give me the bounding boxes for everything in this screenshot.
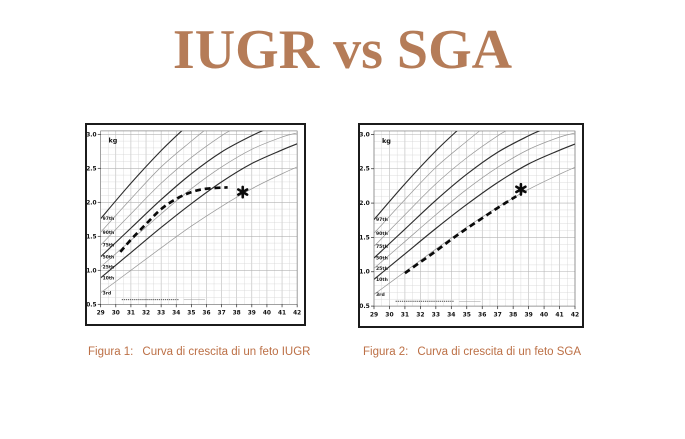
svg-text:42: 42 bbox=[571, 312, 579, 319]
svg-text:30: 30 bbox=[112, 311, 120, 317]
svg-text:38: 38 bbox=[233, 311, 241, 317]
figure-2-caption-label: Figura 2: bbox=[363, 346, 409, 358]
svg-text:3rd: 3rd bbox=[376, 292, 385, 298]
svg-text:1.0: 1.0 bbox=[360, 269, 370, 276]
growth-chart-iugr: 97th 90th 75th 50th 25th 10th 3rd 0.5 1.0 1.5 2.0 2… bbox=[87, 130, 301, 317]
figure-2-caption: Figura 2: Curva di crescita di un feto SG… bbox=[363, 345, 581, 359]
svg-text:41: 41 bbox=[555, 312, 563, 319]
svg-text:50th: 50th bbox=[376, 256, 388, 262]
svg-text:35: 35 bbox=[463, 312, 471, 319]
svg-text:31: 31 bbox=[401, 312, 409, 319]
svg-text:kg: kg bbox=[109, 137, 118, 145]
figure-1-caption-label: Figura 1: bbox=[88, 346, 134, 358]
figure-1-caption: Figura 1: Curva di crescita di un feto IU… bbox=[88, 345, 310, 359]
svg-text:0.5: 0.5 bbox=[87, 302, 97, 308]
svg-text:36: 36 bbox=[478, 312, 486, 319]
svg-text:38: 38 bbox=[509, 312, 517, 319]
svg-text:3rd: 3rd bbox=[103, 290, 112, 296]
svg-text:35: 35 bbox=[187, 311, 195, 317]
svg-text:39: 39 bbox=[248, 311, 256, 317]
svg-text:25th: 25th bbox=[376, 266, 388, 272]
svg-text:37: 37 bbox=[494, 312, 502, 319]
svg-text:39: 39 bbox=[524, 312, 532, 319]
svg-text:33: 33 bbox=[432, 312, 440, 319]
svg-text:32: 32 bbox=[416, 312, 424, 319]
svg-text:42: 42 bbox=[293, 311, 301, 317]
figure-1-frame: 97th 90th 75th 50th 25th 10th 3rd 0.5 1.0 1.5 2.0 2… bbox=[85, 123, 306, 326]
svg-text:50th: 50th bbox=[103, 254, 115, 260]
svg-text:10th: 10th bbox=[103, 275, 115, 281]
svg-text:25th: 25th bbox=[103, 264, 115, 270]
svg-text:kg: kg bbox=[382, 137, 391, 145]
svg-text:10th: 10th bbox=[376, 277, 388, 283]
figure-2-frame: 97th 90th 75th 50th 25th 10th 3rd 0.5 1.0 1.5 2.0 2… bbox=[358, 123, 584, 328]
svg-text:40: 40 bbox=[540, 312, 548, 319]
growth-chart-sga: 97th 90th 75th 50th 25th 10th 3rd 0.5 1.0 1.5 2.0 2… bbox=[360, 130, 579, 319]
svg-text:1.5: 1.5 bbox=[360, 234, 370, 241]
slide-title: IUGR vs SGA bbox=[172, 19, 513, 81]
svg-text:97th: 97th bbox=[376, 217, 388, 223]
svg-text:40: 40 bbox=[263, 311, 271, 317]
svg-text:32: 32 bbox=[142, 311, 150, 317]
svg-text:36: 36 bbox=[202, 311, 210, 317]
svg-text:97th: 97th bbox=[103, 216, 115, 222]
svg-text:29: 29 bbox=[370, 312, 378, 319]
svg-text:34: 34 bbox=[447, 312, 455, 319]
svg-text:29: 29 bbox=[97, 311, 105, 317]
svg-text:3.0: 3.0 bbox=[360, 131, 370, 138]
figure-2-caption-text: Curva di crescita di un feto SGA bbox=[417, 346, 582, 358]
svg-text:34: 34 bbox=[172, 311, 180, 317]
svg-text:2.5: 2.5 bbox=[87, 166, 97, 172]
svg-text:1.5: 1.5 bbox=[87, 234, 97, 240]
svg-text:0.5: 0.5 bbox=[360, 303, 370, 310]
svg-text:31: 31 bbox=[127, 311, 135, 317]
svg-text:2.0: 2.0 bbox=[87, 200, 97, 206]
figure-1-caption-text: Curva di crescita di un feto IUGR bbox=[142, 346, 311, 358]
svg-text:2.0: 2.0 bbox=[360, 200, 370, 207]
svg-text:2.5: 2.5 bbox=[360, 166, 370, 173]
svg-text:30: 30 bbox=[385, 312, 393, 319]
svg-text:90th: 90th bbox=[103, 230, 115, 236]
svg-text:75th: 75th bbox=[376, 244, 388, 250]
svg-text:41: 41 bbox=[278, 311, 286, 317]
svg-text:90th: 90th bbox=[376, 231, 388, 237]
svg-text:75th: 75th bbox=[103, 243, 115, 249]
svg-text:33: 33 bbox=[157, 311, 165, 317]
svg-text:1.0: 1.0 bbox=[87, 268, 97, 274]
svg-text:3.0: 3.0 bbox=[87, 132, 97, 138]
svg-text:37: 37 bbox=[218, 311, 226, 317]
